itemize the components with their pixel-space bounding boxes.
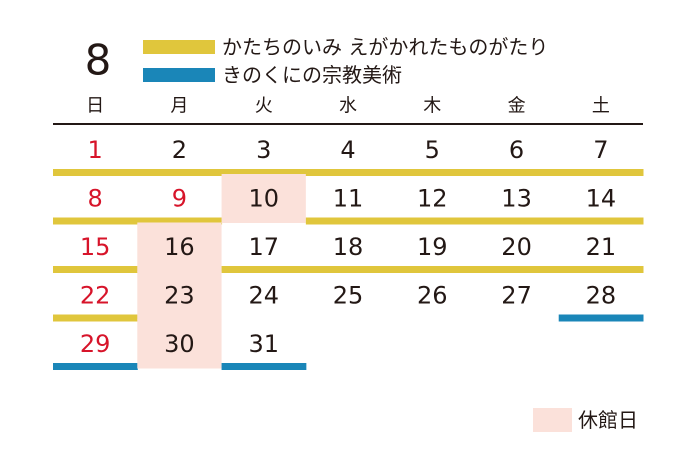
exhibition-bar: [305, 266, 391, 273]
day: 2: [172, 136, 187, 164]
day: 5: [425, 136, 440, 164]
legend-swatch: [143, 68, 215, 82]
day: 14: [586, 185, 617, 213]
exhibition-bar: [221, 169, 307, 176]
exhibition-bar: [474, 217, 560, 225]
exhibition-bar: [53, 314, 138, 322]
day: 26: [417, 282, 448, 310]
day: 31: [248, 330, 279, 358]
exhibition-bar: [53, 266, 138, 273]
weekday: 月: [170, 96, 188, 117]
closed-cell: [137, 222, 222, 272]
day: 8: [88, 185, 103, 213]
legend-swatch: [143, 40, 215, 54]
weekday: 水: [339, 96, 357, 117]
day: 9: [172, 185, 187, 213]
closed-cell: [137, 319, 222, 369]
exhibition-bar: [53, 217, 138, 225]
day: 17: [248, 233, 279, 261]
exhibition-bar: [137, 217, 223, 225]
day: 16: [164, 233, 195, 261]
exhibition-bar: [390, 217, 475, 225]
month: 8: [85, 36, 112, 85]
weekday: 金: [508, 96, 526, 117]
day: 10: [248, 185, 279, 213]
exhibition-bar: [390, 169, 475, 176]
day: 28: [586, 282, 617, 310]
day: 19: [417, 233, 448, 261]
closed-cell: [221, 174, 306, 223]
day: 3: [256, 136, 271, 164]
exhibition-bar: [474, 266, 560, 273]
weekday: 木: [423, 96, 441, 117]
day: 27: [501, 282, 532, 310]
legend-label: きのくにの宗教美術: [222, 63, 402, 87]
day: 23: [164, 282, 195, 310]
day: 20: [501, 233, 532, 261]
exhibition-bar: [53, 363, 138, 370]
day: 15: [80, 233, 111, 261]
exhibition-bar: [558, 217, 644, 225]
exhibition-bar: [558, 266, 644, 273]
day: 29: [80, 330, 111, 358]
exhibition-bar: [474, 169, 560, 176]
exhibition-bar: [53, 169, 138, 176]
day: 21: [586, 233, 617, 261]
closed-label: 休館日: [578, 408, 638, 432]
closed-swatch: [533, 408, 572, 432]
exhibition-bar: [305, 169, 391, 176]
exhibition-bar: [558, 314, 644, 322]
exhibition-bar: [558, 169, 644, 176]
exhibition-bar: [390, 266, 475, 273]
day: 11: [333, 185, 364, 213]
weekday: 日: [86, 96, 104, 117]
day: 4: [340, 136, 355, 164]
day: 18: [333, 233, 364, 261]
day: 1: [88, 136, 103, 164]
weekday: 火: [255, 96, 273, 117]
closed-cell: [137, 271, 222, 320]
day: 13: [501, 185, 532, 213]
exhibition-bar: [137, 169, 223, 176]
day: 25: [333, 282, 364, 310]
day: 22: [80, 282, 111, 310]
day: 7: [593, 136, 608, 164]
day: 24: [248, 282, 279, 310]
exhibition-bar: [221, 363, 307, 370]
day: 30: [164, 330, 195, 358]
exhibition-bar: [305, 217, 391, 225]
day: 12: [417, 185, 448, 213]
exhibition-bar: [221, 266, 307, 273]
day: 6: [509, 136, 524, 164]
weekday: 土: [592, 96, 610, 117]
legend-label: かたちのいみ えがかれたものがたり: [222, 35, 548, 59]
